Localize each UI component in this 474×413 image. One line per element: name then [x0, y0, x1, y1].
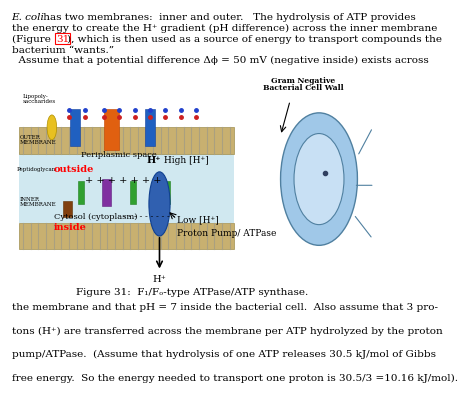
- FancyBboxPatch shape: [64, 201, 72, 218]
- Text: MEMBRANE: MEMBRANE: [20, 139, 57, 144]
- Text: Proton Pump/ ATPase: Proton Pump/ ATPase: [177, 229, 276, 238]
- Text: Cytosol (cytoplasm): Cytosol (cytoplasm): [54, 212, 137, 221]
- Text: Periplasmic space: Periplasmic space: [81, 151, 156, 159]
- Text: Low [H⁺]: Low [H⁺]: [177, 215, 219, 224]
- Text: free energy.  So the energy needed to transport one proton is 30.5/3 =10.16 kJ/m: free energy. So the energy needed to tra…: [11, 373, 457, 382]
- Text: tons (H⁺) are transferred across the membrane per ATP hydrolyzed by the proton: tons (H⁺) are transferred across the mem…: [11, 326, 442, 335]
- Text: Assume that a potential difference Δϕ = 50 mV (negative inside) exists across: Assume that a potential difference Δϕ = …: [11, 56, 428, 65]
- Text: bacterium “wants.”: bacterium “wants.”: [11, 45, 114, 55]
- Text: - - - - - - - - - -: - - - - - - - - - -: [123, 212, 175, 221]
- Text: (Figure: (Figure: [11, 35, 54, 44]
- FancyBboxPatch shape: [19, 223, 234, 250]
- Text: H⁺: H⁺: [153, 275, 166, 284]
- FancyBboxPatch shape: [145, 109, 155, 147]
- FancyBboxPatch shape: [19, 128, 234, 155]
- Text: Lipopoly-: Lipopoly-: [23, 94, 49, 99]
- Text: INNER: INNER: [20, 197, 40, 202]
- Text: E. coli: E. coli: [11, 13, 45, 22]
- Text: + + + + + + +: + + + + + + +: [84, 175, 161, 184]
- Text: 31: 31: [56, 35, 69, 44]
- Text: saccharides: saccharides: [23, 99, 56, 104]
- Ellipse shape: [294, 134, 344, 225]
- Text: has two membranes:  inner and outer.   The hydrolysis of ATP provides: has two membranes: inner and outer. The …: [40, 13, 415, 22]
- Text: Bacterial Cell Wall: Bacterial Cell Wall: [264, 84, 344, 92]
- Text: pump/ATPase.  (Assume that hydrolysis of one ATP releases 30.5 kJ/mol of Gibbs: pump/ATPase. (Assume that hydrolysis of …: [11, 349, 436, 358]
- FancyBboxPatch shape: [19, 223, 234, 273]
- FancyBboxPatch shape: [129, 182, 136, 204]
- FancyBboxPatch shape: [78, 182, 84, 204]
- Text: Peptidoglycan: Peptidoglycan: [16, 167, 55, 172]
- Text: MEMBRANE: MEMBRANE: [20, 201, 57, 206]
- FancyBboxPatch shape: [102, 180, 111, 206]
- Text: OUTER: OUTER: [20, 135, 41, 140]
- Ellipse shape: [47, 116, 57, 140]
- Text: ), which is then used as a source of energy to transport compounds the: ), which is then used as a source of ene…: [67, 35, 442, 44]
- FancyBboxPatch shape: [19, 152, 234, 223]
- FancyBboxPatch shape: [104, 109, 119, 151]
- Text: High [H⁺]: High [H⁺]: [162, 155, 209, 164]
- Ellipse shape: [281, 114, 357, 246]
- FancyBboxPatch shape: [164, 182, 170, 204]
- FancyBboxPatch shape: [70, 109, 80, 147]
- Text: outside: outside: [54, 165, 94, 174]
- Text: inside: inside: [54, 223, 87, 232]
- Text: Figure 31:  F₁/Fₒ-type ATPase/ATP synthase.: Figure 31: F₁/Fₒ-type ATPase/ATP synthas…: [76, 287, 308, 296]
- Text: the membrane and that pH = 7 inside the bacterial cell.  Also assume that 3 pro-: the membrane and that pH = 7 inside the …: [11, 302, 438, 311]
- Text: H⁺: H⁺: [146, 155, 161, 164]
- Text: the energy to create the H⁺ gradient (pH difference) across the inner membrane: the energy to create the H⁺ gradient (pH…: [11, 24, 437, 33]
- Text: Gram Negative: Gram Negative: [272, 77, 336, 85]
- Ellipse shape: [149, 173, 170, 236]
